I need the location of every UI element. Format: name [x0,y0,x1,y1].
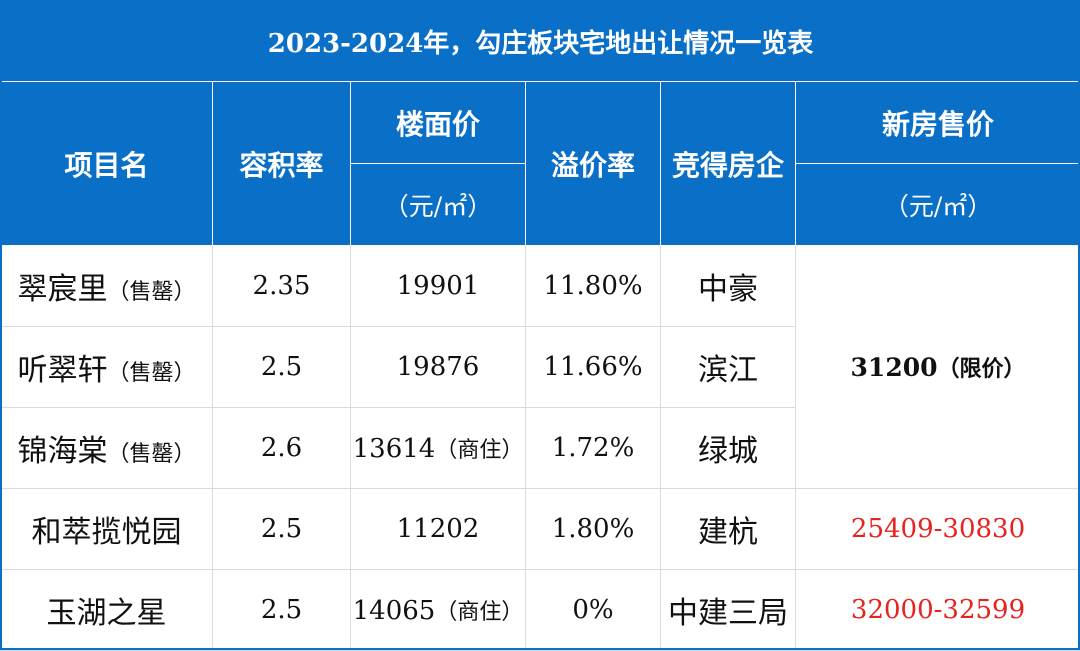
project-name: 锦海棠（售罄） [1,408,213,489]
far-value: 2.5 [213,327,351,408]
header-new-price: 新房售价 [796,82,1080,164]
project-name: 听翠轩（售罄） [1,327,213,408]
floor-price-value: 14065（商住） [351,570,526,651]
header-floor-price: 楼面价 [351,82,526,164]
floor-price-value: 11202 [351,489,526,570]
developer-value: 中豪 [661,246,796,327]
table-row: 和萃揽悦园 2.5 11202 1.80% 建杭 25409-30830 [1,489,1080,570]
project-name: 和萃揽悦园 [1,489,213,570]
premium-value: 0% [526,570,661,651]
table-title: 2023-2024年，勾庄板块宅地出让情况一览表 [1,1,1080,82]
new-price-value: 25409-30830 [796,489,1080,570]
merged-new-price: 31200（限价） [796,246,1080,489]
header-floor-price-unit: （元/㎡） [351,164,526,246]
header-far: 容积率 [213,82,351,246]
far-value: 2.5 [213,570,351,651]
far-value: 2.35 [213,246,351,327]
floor-price-value: 19876 [351,327,526,408]
new-price-value: 32000-32599 [796,570,1080,651]
header-premium: 溢价率 [526,82,661,246]
premium-value: 11.80% [526,246,661,327]
premium-value: 1.72% [526,408,661,489]
project-name: 玉湖之星 [1,570,213,651]
project-name: 翠宸里（售罄） [1,246,213,327]
far-value: 2.5 [213,489,351,570]
header-new-price-unit: （元/㎡） [796,164,1080,246]
far-value: 2.6 [213,408,351,489]
table-row: 玉湖之星 2.5 14065（商住） 0% 中建三局 32000-32599 [1,570,1080,651]
floor-price-value: 19901 [351,246,526,327]
developer-value: 绿城 [661,408,796,489]
header-developer: 竞得房企 [661,82,796,246]
floor-price-value: 13614（商住） [351,408,526,489]
table-row: 翠宸里（售罄） 2.35 19901 11.80% 中豪 31200（限价） [1,246,1080,327]
developer-value: 滨江 [661,327,796,408]
premium-value: 1.80% [526,489,661,570]
developer-value: 建杭 [661,489,796,570]
developer-value: 中建三局 [661,570,796,651]
premium-value: 11.66% [526,327,661,408]
header-project: 项目名 [1,82,213,246]
